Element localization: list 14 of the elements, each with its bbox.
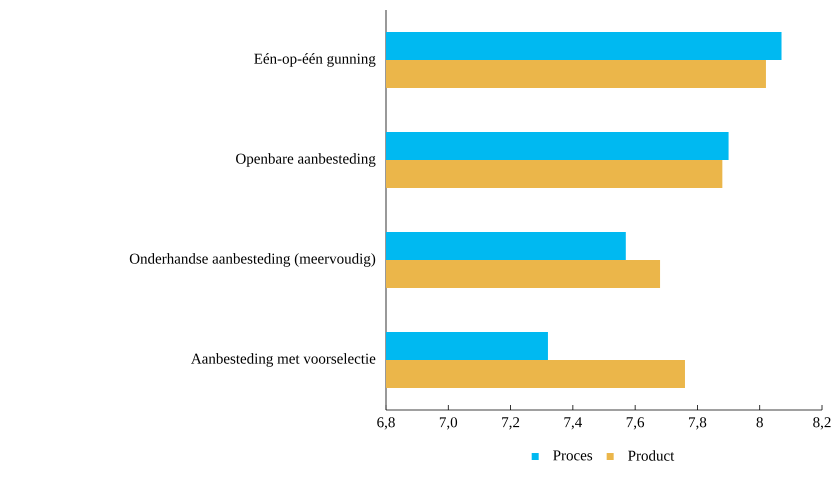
x-tick-label: 7,4 bbox=[564, 417, 582, 430]
x-tick-label: 7,0 bbox=[440, 417, 458, 430]
legend-label: Product bbox=[628, 450, 674, 461]
y-tick-label: Eén-op-één gunning bbox=[254, 53, 376, 67]
x-tick-label: 6,8 bbox=[377, 417, 395, 430]
y-tick-label: Onderhandse aanbesteding (meervoudig) bbox=[130, 253, 376, 267]
x-tick-label: 7,2 bbox=[502, 417, 520, 430]
y-tick-label: Aanbesteding met voorselectie bbox=[191, 353, 376, 367]
x-tick-label: 7,8 bbox=[689, 417, 706, 430]
x-tick-label: 8 bbox=[756, 417, 763, 428]
legend-label: Proces bbox=[553, 450, 592, 460]
y-tick-label: Openbare aanbesteding bbox=[236, 153, 376, 167]
x-tick-label: 8,2 bbox=[813, 417, 831, 430]
x-tick-label: 7,6 bbox=[626, 417, 644, 430]
